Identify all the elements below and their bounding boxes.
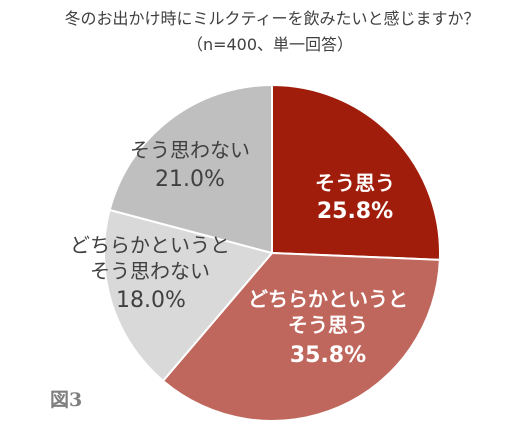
slice-2-label-line-1: どちらかというと [248,287,408,311]
pie-slice-1 [271,84,441,261]
slice-label-2: どちらかというと そう思う 35.8% [248,287,408,368]
pie-slice-4 [108,84,273,254]
slice-3-value-label: 18.0% [116,288,186,313]
slice-1-label-line-1: そう思う [315,171,395,195]
chart-subtitle: （n=400、単一回答） [187,35,353,54]
slice-4-value-label: 21.0% [155,167,225,192]
chart-title: 冬のお出かけ時にミルクティーを飲みたいと感じますか？ [64,9,479,28]
slice-label-4: そう思わない 21.0% [130,138,250,192]
pie-slice-3 [103,208,273,382]
pie-slices [103,84,441,423]
slice-label-1: そう思う 25.8% [315,171,395,224]
figure-label: 図3 [50,389,82,411]
slice-label-3: どちらかというと そう思わない 18.0% [70,233,230,313]
slice-3-label-line-1: どちらかというと [70,233,230,257]
slice-2-value-label: 35.8% [290,343,366,368]
slice-2-label-line-2: そう思う [288,313,368,337]
slice-3-label-line-2: そう思わない [90,259,210,283]
slice-1-value-label: 25.8% [317,199,393,224]
slice-4-label-line-1: そう思わない [130,138,250,162]
pie-slice-2 [162,252,441,423]
